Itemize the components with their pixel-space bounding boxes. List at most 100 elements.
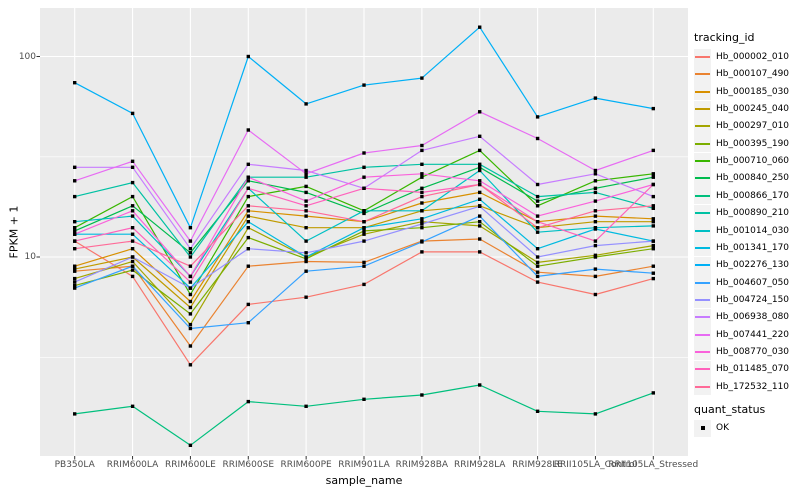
data-point — [535, 204, 540, 208]
data-point — [188, 299, 193, 304]
data-point — [246, 235, 250, 240]
data-point — [304, 404, 308, 408]
x-tick-label-RRIM600LA: RRIM600LA — [106, 460, 159, 470]
data-point — [535, 220, 540, 224]
data-point — [73, 226, 77, 230]
data-point — [304, 175, 308, 179]
data-point — [478, 134, 482, 138]
data-point — [478, 25, 482, 29]
legend-key-line-icon — [694, 326, 711, 344]
legend-label: Hb_004607_050 — [716, 277, 790, 288]
data-point — [130, 226, 135, 230]
data-point — [535, 260, 540, 265]
data-point — [362, 239, 366, 243]
data-point — [478, 148, 482, 153]
data-point — [420, 201, 424, 205]
legend-key-line-icon — [694, 65, 711, 83]
data-point — [73, 194, 77, 199]
data-point — [188, 305, 193, 310]
data-point — [593, 168, 598, 173]
data-point — [304, 172, 308, 176]
legend-label: Hb_000840_250 — [716, 173, 790, 184]
data-point — [651, 175, 655, 179]
legend-entry-Hb_000002_010: Hb_000002_010 — [694, 48, 789, 66]
legend-label: Hb_000002_010 — [716, 52, 790, 62]
data-point — [304, 184, 308, 189]
data-point — [420, 162, 424, 166]
legend-key-line-icon — [694, 256, 711, 274]
data-point — [246, 186, 250, 190]
data-point — [304, 168, 308, 173]
legend-key-line-icon — [694, 378, 711, 396]
legend-entry-Hb_002276_130: Hb_002276_130 — [694, 256, 789, 274]
data-point — [593, 214, 598, 218]
x-tick-label-RRIM928BA: RRIM928BA — [395, 460, 449, 470]
data-point — [130, 214, 135, 218]
data-point — [246, 321, 250, 325]
data-point — [478, 197, 482, 201]
data-point — [478, 165, 482, 169]
data-point — [593, 172, 598, 176]
x-tick-label-RRIM901LA: RRIM901LA — [338, 460, 390, 470]
data-point — [130, 180, 135, 185]
legend-key-line-icon — [694, 169, 711, 187]
data-point — [188, 312, 193, 316]
data-point — [130, 274, 135, 279]
data-point — [478, 190, 482, 195]
data-point — [420, 226, 424, 230]
data-point — [420, 148, 424, 153]
x-tick-label-RRII105LA_Control: RRII105LA_Control — [553, 460, 638, 470]
legend-label: Hb_008770_030 — [716, 346, 790, 357]
data-point — [73, 165, 77, 169]
data-point — [535, 226, 540, 230]
y-axis-title: FPKM + 1 — [7, 205, 21, 259]
legend-key-line-icon — [694, 83, 711, 101]
x-tick-label-RRIM928LA: RRIM928LA — [453, 460, 506, 470]
data-point — [304, 190, 308, 195]
data-point — [651, 239, 655, 243]
data-point — [593, 274, 598, 279]
legend-entry-Hb_001014_030: Hb_001014_030 — [694, 222, 789, 240]
legend-entry-Hb_000866_170: Hb_000866_170 — [694, 187, 789, 205]
data-point — [420, 220, 424, 224]
legend-label: Hb_011485_070 — [716, 364, 790, 375]
legend-label: Hb_000245_040 — [716, 104, 790, 115]
y-tick-label-100: 100 — [18, 51, 36, 62]
legend-label: Hb_002276_130 — [716, 260, 790, 271]
legend-entry-Hb_000710_060: Hb_000710_060 — [694, 152, 789, 170]
data-point — [130, 264, 135, 268]
legend-key-line-icon — [694, 117, 711, 135]
data-point — [362, 175, 366, 179]
x-axis-title: sample_name — [325, 474, 403, 487]
data-point — [73, 247, 77, 251]
data-point — [593, 267, 598, 271]
data-point — [593, 227, 598, 231]
legend-key-line-icon — [694, 135, 711, 153]
data-point — [304, 257, 308, 261]
data-point — [593, 220, 598, 224]
data-point — [73, 179, 77, 183]
data-point — [304, 199, 308, 203]
legend-title-quant-status: quant_status — [694, 403, 766, 416]
data-point — [130, 232, 135, 236]
data-point — [420, 222, 424, 226]
data-point — [478, 110, 482, 114]
legend-label: OK — [716, 423, 729, 433]
data-point — [246, 302, 250, 307]
data-point — [535, 280, 540, 284]
data-point — [420, 190, 424, 195]
data-point — [73, 280, 77, 284]
legend-key-line-icon — [694, 308, 711, 326]
legend-key-line-icon — [694, 343, 711, 361]
legend-entry-Hb_000395_190: Hb_000395_190 — [694, 135, 789, 153]
data-point — [73, 239, 77, 243]
data-point — [420, 393, 424, 397]
data-point — [651, 204, 655, 208]
legend-entry-quant-OK: OK — [694, 419, 729, 437]
data-point — [593, 179, 598, 183]
data-point — [246, 214, 250, 218]
legend-entry-Hb_000185_030: Hb_000185_030 — [694, 83, 789, 101]
data-point — [246, 220, 250, 224]
data-point — [188, 322, 193, 327]
